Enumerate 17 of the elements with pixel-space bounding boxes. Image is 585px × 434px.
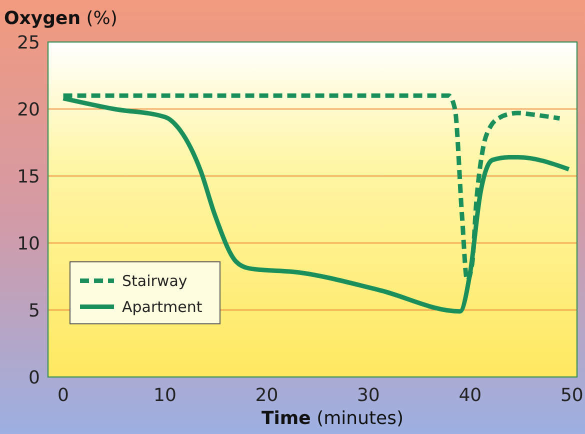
x-tick-label: 10 (154, 385, 176, 406)
y-tick-label: 15 (17, 166, 40, 188)
y-tick-label: 20 (17, 99, 40, 120)
legend-label: Apartment (122, 298, 202, 316)
line-series (61, 96, 572, 314)
x-tick-label: 0 (58, 385, 69, 406)
x-tick-label: 50 (560, 385, 584, 406)
x-tick-label: 40 (458, 385, 482, 406)
x-tick-label: 20 (255, 385, 278, 406)
x-tick-label: 30 (357, 385, 380, 406)
y-tick-label: 0 (28, 367, 40, 388)
y-axis-title: Oxygen (%) (4, 8, 118, 29)
y-tick-label: 5 (28, 300, 40, 322)
y-tick-label: 10 (17, 233, 40, 254)
legend-label: Stairway (122, 272, 188, 290)
x-axis-title: Time (minutes) (261, 408, 404, 429)
y-tick-label: 25 (17, 32, 40, 54)
